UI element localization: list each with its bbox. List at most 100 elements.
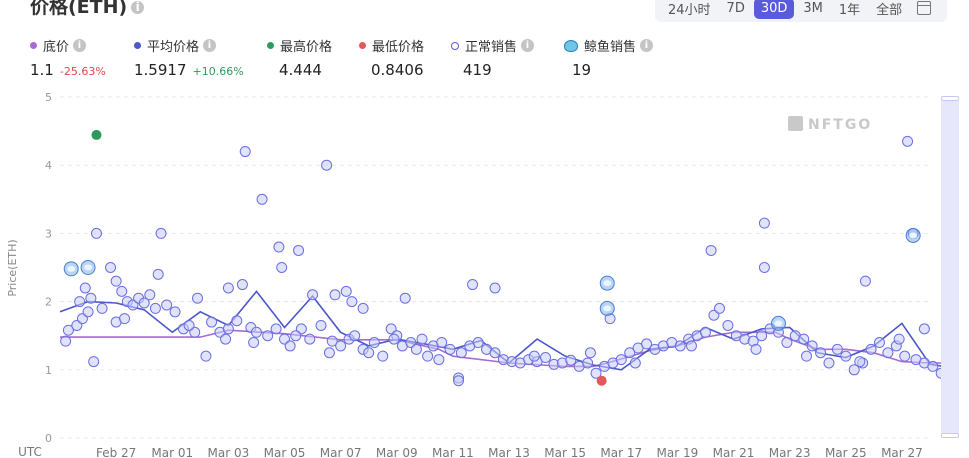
range-all-button[interactable]: 全部 [876, 2, 903, 18]
floor-label: 底价 [43, 40, 70, 55]
stat-max[interactable]: 最高价格 4.444 [267, 36, 332, 79]
y-tick-label: 0 [45, 432, 52, 445]
nftgo-logo-icon [788, 116, 803, 131]
range-1y-button[interactable]: 1年 [838, 2, 861, 18]
stat-average[interactable]: 平均价格 i 1.5917 +10.66% [134, 36, 244, 79]
normal-sale-point [161, 299, 173, 311]
calendar-icon[interactable] [917, 1, 932, 15]
x-tick-label: Mar 21 [713, 446, 755, 458]
normal-sale-point [60, 335, 72, 347]
whale-icon [84, 264, 93, 271]
normal-sale-point [902, 135, 914, 147]
chart-title-text: 价格(ETH) [30, 0, 128, 18]
whale-sale-point [599, 275, 615, 291]
normal-sale-point [200, 350, 212, 362]
normal-sale-point [270, 323, 282, 335]
normal-sale-point [74, 296, 86, 308]
normal-sales-value: 419 [463, 61, 492, 79]
stat-floor[interactable]: 底价 i 1.1 -25.63% [30, 36, 106, 79]
min-legend-dot [359, 42, 366, 49]
normal-sale-point [590, 367, 602, 379]
normal-sale-point [410, 343, 422, 355]
time-range-selector: 24小时 7D 30D 3M 1年 全部 [655, 0, 947, 22]
range-24h-button[interactable]: 24小时 [668, 2, 711, 18]
info-icon[interactable]: i [131, 1, 145, 14]
chart-zoom-slider[interactable] [941, 96, 959, 438]
x-tick-label: Mar 07 [320, 446, 362, 458]
normal-sale-point [152, 268, 164, 280]
normal-sale-point [854, 356, 866, 368]
normal-sale-point [758, 217, 770, 229]
normal-sale-point [629, 357, 641, 369]
stat-normal-sales[interactable]: 正常销售 i 419 [451, 36, 535, 79]
x-tick-label: Mar 05 [264, 446, 306, 458]
normal-sale-point [750, 343, 762, 355]
whale-sale-point [905, 227, 921, 243]
normal-sale-point [363, 347, 375, 359]
whale-icon [67, 265, 76, 272]
normal-sale-point [615, 354, 627, 366]
x-tick-label: Mar 03 [208, 446, 250, 458]
normal-sale-point [138, 297, 150, 309]
normal-sale-point [388, 333, 400, 345]
zoom-handle-top[interactable] [941, 96, 959, 101]
normal-sale-point [149, 302, 161, 314]
x-tick-label: Mar 23 [769, 446, 811, 458]
normal-sale-point [565, 354, 577, 366]
normal-sales-legend-dot [451, 41, 459, 50]
min-value: 0.8406 [371, 61, 424, 79]
y-axis-label: Price(ETH) [6, 239, 19, 296]
stat-min[interactable]: 最低价格 0.8406 [359, 36, 424, 79]
whale-sale-point [80, 260, 96, 275]
x-axis-label: UTC [18, 445, 42, 458]
normal-sale-point [918, 323, 930, 335]
normal-sale-point [231, 315, 243, 327]
normal-sale-point [222, 282, 234, 294]
zoom-handle-bottom[interactable] [941, 433, 959, 438]
floor-legend-dot [30, 42, 37, 49]
x-tick-label: Mar 17 [600, 446, 642, 458]
chart-title: 价格(ETH) i [30, 0, 145, 19]
normal-sale-point [88, 356, 100, 368]
normal-sale-point [273, 241, 285, 253]
avg-legend-dot [134, 42, 141, 49]
x-tick-label: Mar 25 [825, 446, 867, 458]
normal-sale-point [239, 146, 251, 158]
normal-sale-point [220, 333, 232, 345]
max-value: 4.444 [279, 61, 322, 79]
normal-sale-point [806, 340, 818, 352]
whale-icon [603, 305, 612, 312]
floor-value: 1.1 [30, 61, 54, 79]
normal-sale-point [893, 333, 905, 345]
range-3m-button[interactable]: 3M [803, 0, 823, 16]
normal-sale-point [472, 337, 484, 349]
normal-sale-point [96, 302, 108, 314]
normal-sale-point [823, 357, 835, 369]
normal-sale-point [859, 275, 871, 287]
range-7d-button[interactable]: 7D [726, 0, 745, 16]
y-tick-label: 2 [45, 296, 52, 309]
whale-sale-point [63, 261, 79, 277]
max-price-point [91, 129, 102, 140]
info-icon[interactable]: i [73, 39, 87, 52]
info-icon[interactable]: i [640, 39, 654, 52]
x-tick-label: Mar 27 [881, 446, 923, 458]
info-icon[interactable]: i [203, 39, 217, 52]
normal-sale-point [865, 343, 877, 355]
info-icon[interactable]: i [521, 39, 535, 52]
normal-sale-point [584, 347, 596, 359]
normal-sale-point [256, 193, 268, 205]
range-30d-button[interactable]: 30D [753, 0, 795, 19]
x-tick-label: Mar 01 [151, 446, 193, 458]
max-label: 最高价格 [280, 40, 333, 55]
normal-sale-point [119, 313, 131, 325]
y-tick-label: 1 [45, 364, 52, 377]
normal-sale-point [110, 275, 122, 287]
stat-whale-sales[interactable]: 鲸鱼销售 i 19 [564, 36, 654, 79]
normal-sale-point [169, 306, 181, 318]
whale-icon [909, 232, 918, 239]
avg-value: 1.5917 [134, 61, 187, 79]
whale-sale-point [770, 315, 786, 331]
normal-sale-point [155, 227, 167, 239]
